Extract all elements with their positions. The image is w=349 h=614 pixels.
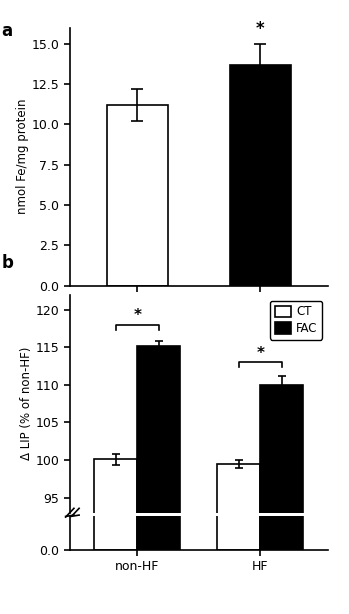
Text: *: * — [257, 346, 265, 361]
Bar — [138, 346, 180, 614]
Y-axis label: nmol Fe/mg protein: nmol Fe/mg protein — [16, 99, 29, 214]
Bar — [260, 385, 304, 614]
Bar — [94, 0, 138, 550]
Bar — [260, 0, 304, 550]
Text: *: * — [133, 308, 141, 324]
Bar — [94, 459, 138, 614]
Y-axis label: Δ LIP (% of non-HF): Δ LIP (% of non-HF) — [20, 347, 33, 460]
Bar — [107, 105, 168, 286]
Bar — [230, 64, 291, 286]
Bar — [138, 0, 180, 550]
Bar — [217, 464, 260, 614]
Text: b: b — [1, 254, 13, 271]
Bar — [217, 0, 260, 550]
Text: a: a — [1, 23, 13, 41]
Legend: CT, FAC: CT, FAC — [270, 301, 322, 340]
Text: *: * — [256, 20, 265, 38]
